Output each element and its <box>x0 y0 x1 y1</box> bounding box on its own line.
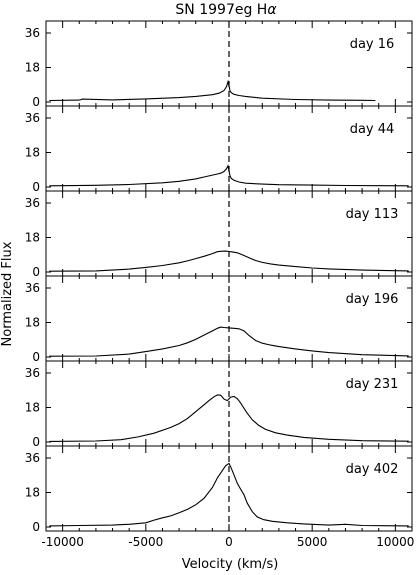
panel-label: day 231 <box>346 377 399 392</box>
y-tick-label: 18 <box>25 486 40 500</box>
series-line-day-113 <box>49 250 409 272</box>
x-tick-label: 0 <box>225 535 233 549</box>
x-tick-label: -10000 <box>41 535 84 549</box>
series-line-day-231 <box>49 394 409 442</box>
y-tick-label: 36 <box>25 196 40 210</box>
y-tick-label: 36 <box>25 281 40 295</box>
panel-5: 0 18 36 day 231 <box>25 360 413 449</box>
y-tick-label: 36 <box>25 366 40 380</box>
series-line-day-196 <box>49 326 409 357</box>
panel-6: 0 18 36 day 402 <box>25 445 413 534</box>
panel-1: 0 18 36 day 16 <box>25 20 413 109</box>
y-axis-label: Normalized Flux <box>0 241 15 346</box>
x-tick-label: 5000 <box>297 535 328 549</box>
y-tick-label: 18 <box>25 401 40 415</box>
y-tick-label: 36 <box>25 451 40 465</box>
panel-label: day 44 <box>350 122 395 137</box>
y-tick-label: 0 <box>32 435 40 449</box>
x-axis-label: Velocity (km/s) <box>182 557 279 572</box>
panel-label: day 402 <box>346 462 399 477</box>
y-tick-label: 0 <box>32 520 40 534</box>
y-tick-label: 36 <box>25 26 40 40</box>
y-tick-label: 0 <box>32 265 40 279</box>
x-tick-label: 10000 <box>376 535 414 549</box>
y-tick-label: 0 <box>32 95 40 109</box>
chart-title-alpha: α <box>267 2 277 18</box>
panels: 0 18 36 day 16 0 18 36 day 44 0 18 36 day 113 0 18 36 d… <box>25 20 414 549</box>
panel-label: day 16 <box>350 37 395 52</box>
panel-2: 0 18 36 day 44 <box>25 105 413 194</box>
y-tick-label: 18 <box>25 231 40 245</box>
panel-4: 0 18 36 day 196 <box>25 275 413 364</box>
y-tick-label: 18 <box>25 316 40 330</box>
series-line-day-16 <box>49 79 376 102</box>
x-tick-label: -5000 <box>128 535 163 549</box>
series-line-day-44 <box>49 164 409 187</box>
chart-title: SN 1997eg Hα <box>175 2 277 18</box>
y-tick-label: 18 <box>25 146 40 160</box>
y-tick-label: 18 <box>25 61 40 75</box>
y-tick-label: 0 <box>32 180 40 194</box>
panel-3: 0 18 36 day 113 <box>25 190 413 279</box>
y-tick-label: 36 <box>25 111 40 125</box>
series-line-day-402 <box>49 462 409 527</box>
panel-label: day 196 <box>346 292 399 307</box>
y-tick-label: 0 <box>32 350 40 364</box>
panel-label: day 113 <box>346 207 399 222</box>
